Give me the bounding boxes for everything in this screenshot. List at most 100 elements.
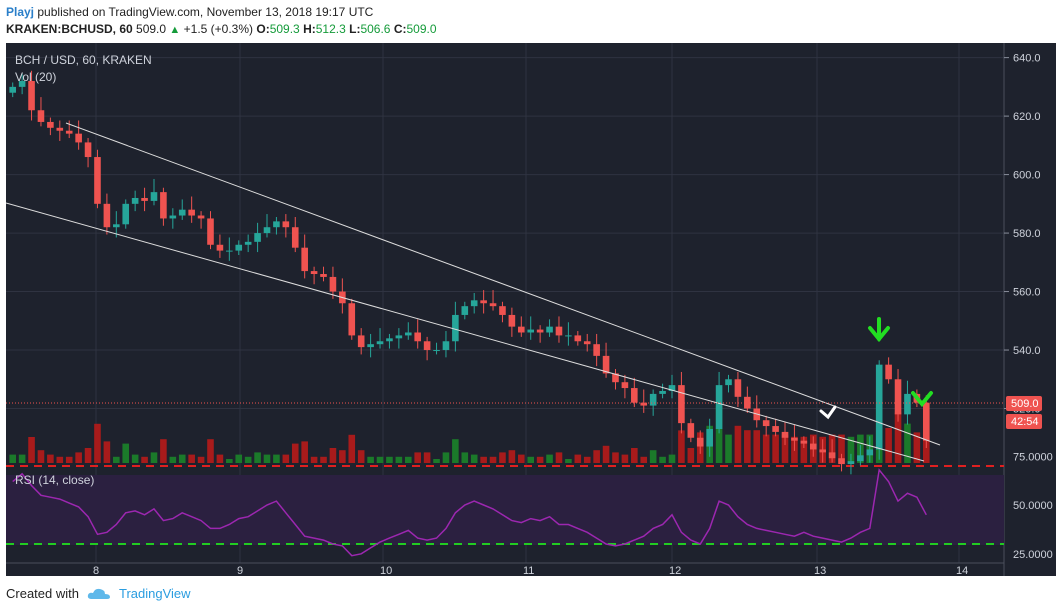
volume-bar (668, 454, 676, 463)
candle-body (565, 335, 572, 337)
low-value: 506.6 (360, 22, 391, 36)
time-tick-label: 14 (956, 565, 968, 576)
candle-body (734, 379, 742, 397)
candle-body (781, 431, 789, 438)
volume-bar (659, 456, 666, 463)
volume-bar (433, 459, 440, 463)
volume-bar (574, 454, 582, 463)
candle-body (254, 233, 261, 242)
volume-bar (649, 450, 657, 463)
rsi-band (6, 475, 1004, 545)
volume-bar (386, 456, 393, 463)
candle-body (310, 271, 318, 275)
volume-bar (885, 428, 892, 463)
tradingview-brand[interactable]: TradingView (118, 586, 191, 601)
volume-bar (847, 436, 855, 463)
candle-body (376, 341, 384, 345)
volume-bar (357, 450, 365, 463)
candle-body (150, 192, 158, 201)
candle-body (583, 341, 591, 345)
volume-bar (367, 456, 374, 463)
candle-body (668, 385, 676, 391)
candle-body (404, 332, 412, 336)
price-tick-label: 560.0 (1013, 287, 1041, 299)
price-tick-label: 620.0 (1013, 111, 1041, 123)
current-price-tag (1006, 396, 1042, 411)
upper-trendline (65, 122, 941, 446)
candle-body (423, 341, 431, 351)
volume-bar (169, 456, 177, 463)
candle-body (84, 142, 92, 158)
candle-body (791, 437, 798, 441)
green-down-arrow-icon (911, 391, 933, 408)
rsi-tick-label: 50.0000 (1013, 500, 1053, 512)
volume-bar (725, 434, 732, 463)
volume-bar (631, 448, 638, 463)
candle-body (56, 127, 64, 131)
pane-title: BCH / USD, 60, KRAKEN (15, 53, 152, 67)
candle-body (546, 326, 553, 333)
volume-bars (9, 403, 930, 463)
volume-bar (329, 448, 337, 463)
candle-body (819, 449, 826, 453)
volume-bar (395, 456, 403, 463)
candle-body (678, 385, 685, 424)
candle-body (395, 335, 403, 339)
volume-bar (226, 459, 233, 463)
volume-bar (9, 454, 17, 463)
volume-bar (602, 445, 610, 463)
candle-body (235, 244, 243, 251)
author-link[interactable]: Playj (6, 5, 35, 19)
chart-area[interactable]: BCH / USD, 60, KRAKEN Vol (20) RSI (14, … (6, 43, 1056, 576)
last-price: 509.0 (136, 22, 167, 36)
candle-body (282, 221, 290, 228)
price-tick-label: 580.0 (1013, 228, 1041, 240)
candle-body (28, 81, 35, 111)
candle-body (357, 335, 365, 348)
countdown-text: 42:54 (1011, 416, 1039, 428)
candle-body (640, 402, 648, 406)
volume-bar (197, 456, 205, 463)
chart-svg[interactable]: BCH / USD, 60, KRAKEN Vol (20) RSI (14, … (6, 43, 1056, 576)
price-tick-label: 640.0 (1013, 53, 1041, 65)
volume-bar (310, 456, 318, 463)
high-value: 512.3 (315, 22, 346, 36)
time-tick-label: 12 (669, 565, 681, 576)
candle-body (103, 203, 111, 228)
high-label: H: (303, 22, 316, 36)
volume-bar (583, 456, 591, 463)
candle-body (555, 326, 563, 336)
candle-body (9, 86, 17, 93)
volume-bar (744, 430, 751, 463)
candle-body (291, 227, 299, 248)
price-tick-label: 600.0 (1013, 170, 1041, 182)
volume-bar (28, 437, 35, 463)
candle-body (94, 157, 101, 204)
white-arrow-icon (819, 405, 837, 420)
volume-bar (282, 454, 290, 463)
candle-body (772, 426, 779, 432)
candle-body (197, 215, 205, 219)
volume-bar (47, 454, 54, 463)
candle-body (47, 121, 54, 128)
candle-body (470, 300, 478, 307)
time-tick-label: 8 (93, 565, 99, 576)
candle-body (263, 227, 271, 234)
candle-body (725, 379, 732, 386)
candle-body (414, 332, 421, 342)
candle-body (828, 452, 836, 459)
candle-body (499, 306, 506, 315)
ticker-line: KRAKEN:BCHUSD, 60 509.0 ▲ +1.5 (+0.3%) O… (6, 21, 437, 38)
candle-body (141, 197, 148, 201)
footer: Created with TradingView (6, 586, 191, 601)
candle-body (273, 221, 280, 228)
volume-bar (489, 456, 497, 463)
candle-body (762, 420, 770, 427)
volume-bar (772, 434, 779, 463)
candle-body (904, 393, 911, 415)
volume-bar (273, 454, 280, 463)
time-tick-label: 10 (380, 565, 392, 576)
volume-bar (555, 452, 563, 463)
volume-bar (838, 434, 845, 463)
volume-bar (188, 454, 195, 463)
